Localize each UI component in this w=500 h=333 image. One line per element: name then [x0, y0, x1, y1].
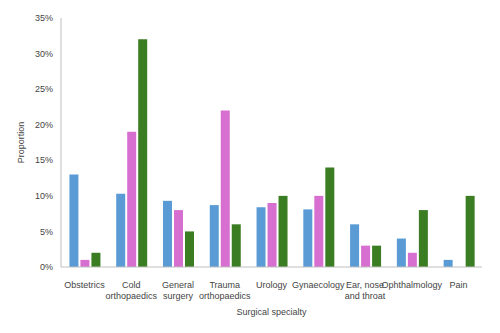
- svg-text:Proportion: Proportion: [16, 122, 26, 164]
- svg-text:Surgical specialty: Surgical specialty: [236, 307, 307, 317]
- svg-text:20%: 20%: [35, 120, 53, 130]
- svg-text:Urology: Urology: [256, 280, 288, 290]
- svg-text:Ear, noseand throat: Ear, noseand throat: [345, 280, 386, 301]
- svg-text:Gynaecology: Gynaecology: [292, 280, 345, 290]
- svg-text:Traumaorthopaedics: Traumaorthopaedics: [199, 280, 251, 301]
- svg-text:10%: 10%: [35, 191, 53, 201]
- svg-text:Generalsurgery: Generalsurgery: [162, 280, 194, 301]
- svg-text:15%: 15%: [35, 155, 53, 165]
- svg-text:0%: 0%: [40, 262, 53, 272]
- svg-text:Pain: Pain: [450, 280, 468, 290]
- svg-text:25%: 25%: [35, 84, 53, 94]
- svg-text:5%: 5%: [40, 227, 53, 237]
- svg-text:Obstetrics: Obstetrics: [64, 280, 105, 290]
- svg-text:30%: 30%: [35, 49, 53, 59]
- svg-text:35%: 35%: [35, 13, 53, 23]
- svg-text:Ophthalmology: Ophthalmology: [382, 280, 443, 290]
- svg-text:Coldorthopaedics: Coldorthopaedics: [105, 280, 157, 301]
